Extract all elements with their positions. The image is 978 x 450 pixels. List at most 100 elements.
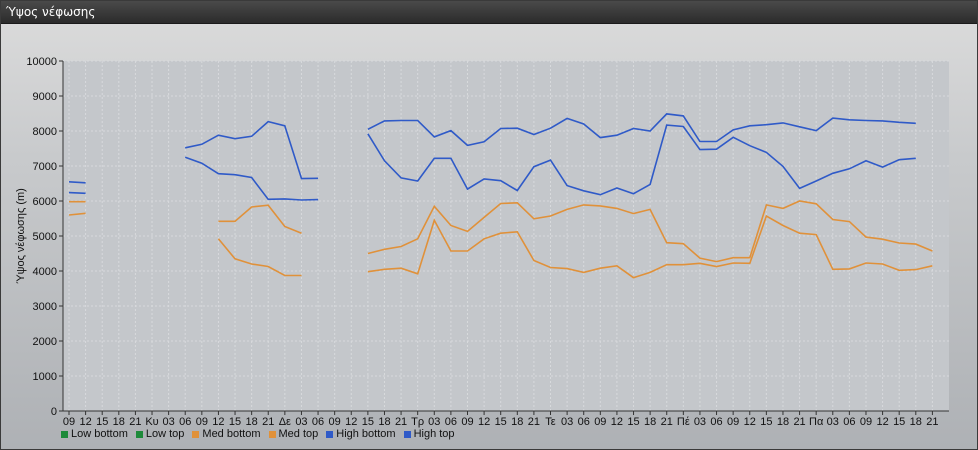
x-tick-label: 09 xyxy=(594,416,606,428)
series-line-med-bottom xyxy=(217,238,302,277)
legend-item: High top xyxy=(403,428,455,440)
x-tick-label: 15 xyxy=(760,416,772,428)
plot-area xyxy=(63,61,949,411)
x-tick-label: Πα xyxy=(809,416,824,428)
series-line-med-top xyxy=(367,200,933,263)
x-tick-label: 15 xyxy=(627,416,639,428)
cloud-height-chart: 0 1000 2000 3000 4000 5000 6000 7000 8000 9000 100… xyxy=(15,56,949,428)
x-tick-label: 21 xyxy=(528,416,540,428)
legend-item: Med bottom xyxy=(192,428,261,440)
legend-swatch xyxy=(192,430,200,438)
x-tick-label: 18 xyxy=(113,416,125,428)
x-tick-label: 21 xyxy=(793,416,805,428)
series-line-high-top xyxy=(185,120,319,180)
x-tick-label: 12 xyxy=(744,416,756,428)
legend-label: High top xyxy=(413,428,455,440)
x-tick-label: 06 xyxy=(312,416,324,428)
series-line-med-bottom xyxy=(68,212,86,216)
x-tick-label: 21 xyxy=(661,416,673,428)
x-tick-label: Τε xyxy=(545,416,556,428)
x-tick-label: 03 xyxy=(561,416,573,428)
x-tick-label: 15 xyxy=(495,416,507,428)
x-tick-label: 03 xyxy=(162,416,174,428)
y-tick-label: 4000 xyxy=(33,266,57,278)
x-tick-label: 18 xyxy=(644,416,656,428)
y-tick-label: 2000 xyxy=(33,336,57,348)
x-tick-label: 06 xyxy=(710,416,722,428)
y-tick-label: 10000 xyxy=(26,56,57,68)
x-tick-label: Δε xyxy=(279,416,291,428)
x-tick-label: 21 xyxy=(926,416,938,428)
x-tick-label: 09 xyxy=(727,416,739,428)
legend-label: Low top xyxy=(145,428,185,440)
legend-item: Low bottom xyxy=(61,428,128,440)
title-bar: Ύψος νέφωσης xyxy=(1,1,977,24)
x-tick-label: 18 xyxy=(246,416,258,428)
x-tick-label: 12 xyxy=(212,416,224,428)
x-tick-label: 12 xyxy=(611,416,623,428)
y-tick-label: 9000 xyxy=(33,91,57,103)
x-tick-label: 03 xyxy=(295,416,307,428)
x-tick-label: 03 xyxy=(827,416,839,428)
legend-swatch xyxy=(403,430,411,438)
legend-item: High bottom xyxy=(326,428,396,440)
legend-swatch xyxy=(326,430,334,438)
x-tick-label: 15 xyxy=(96,416,108,428)
legend-label: Med bottom xyxy=(202,428,261,440)
x-tick-label: 06 xyxy=(179,416,191,428)
y-tick-label: 8000 xyxy=(33,126,57,138)
x-tick-label: 21 xyxy=(129,416,141,428)
x-tick-label: 18 xyxy=(910,416,922,428)
legend-label: Low bottom xyxy=(71,428,128,440)
y-axis-label: Ύψος νέφωσης (m) xyxy=(15,188,27,284)
x-tick-label: 12 xyxy=(345,416,357,428)
y-tick-label: 5000 xyxy=(33,231,57,243)
x-tick-label: 15 xyxy=(362,416,374,428)
legend-swatch xyxy=(135,430,143,438)
x-tick-label: Πέ xyxy=(677,416,690,428)
y-tick-label: 1000 xyxy=(33,371,57,383)
x-tick-label: 12 xyxy=(79,416,91,428)
x-tick-label: 09 xyxy=(461,416,473,428)
series-line-med-top xyxy=(218,204,302,234)
y-tick-label: 6000 xyxy=(33,196,57,208)
legend-label: High bottom xyxy=(336,428,396,440)
x-tick-label: 06 xyxy=(843,416,855,428)
legend-label: Med top xyxy=(278,428,319,440)
y-tick-label: 0 xyxy=(51,406,57,418)
series-line-high-top xyxy=(367,113,916,147)
x-tick-label: 09 xyxy=(196,416,208,428)
x-tick-label: 15 xyxy=(229,416,241,428)
legend-swatch xyxy=(268,430,276,438)
x-tick-label: 06 xyxy=(445,416,457,428)
x-tick-label: 09 xyxy=(63,416,75,428)
x-tick-label: 12 xyxy=(478,416,490,428)
x-tick-label: Τρ xyxy=(411,416,424,428)
window-title: Ύψος νέφωσης xyxy=(6,5,96,19)
series-line-high-bottom xyxy=(184,156,319,201)
chart-legend: Low bottom Low top Med bottom Med top High b… xyxy=(61,427,455,441)
legend-swatch xyxy=(61,430,68,438)
series-line-high-bottom xyxy=(367,124,916,196)
x-tick-label: 09 xyxy=(860,416,872,428)
y-tick-label: 3000 xyxy=(33,301,57,313)
x-tick-label: 18 xyxy=(777,416,789,428)
series-line-high-top xyxy=(68,181,86,184)
y-tick-label: 7000 xyxy=(33,161,57,173)
x-tick-label: 12 xyxy=(876,416,888,428)
x-tick-label: 03 xyxy=(428,416,440,428)
x-tick-label: Κυ xyxy=(145,416,158,428)
series-line-high-bottom xyxy=(68,191,86,195)
x-tick-label: 03 xyxy=(694,416,706,428)
series-line-med-bottom xyxy=(367,214,933,279)
x-tick-label: 21 xyxy=(395,416,407,428)
legend-item: Low top xyxy=(135,428,185,440)
x-tick-label: 15 xyxy=(893,416,905,428)
x-tick-label: 18 xyxy=(378,416,390,428)
x-tick-label: 18 xyxy=(511,416,523,428)
legend-item: Med top xyxy=(268,428,319,440)
x-tick-label: 06 xyxy=(578,416,590,428)
x-tick-label: 09 xyxy=(329,416,341,428)
x-tick-label: 21 xyxy=(262,416,274,428)
